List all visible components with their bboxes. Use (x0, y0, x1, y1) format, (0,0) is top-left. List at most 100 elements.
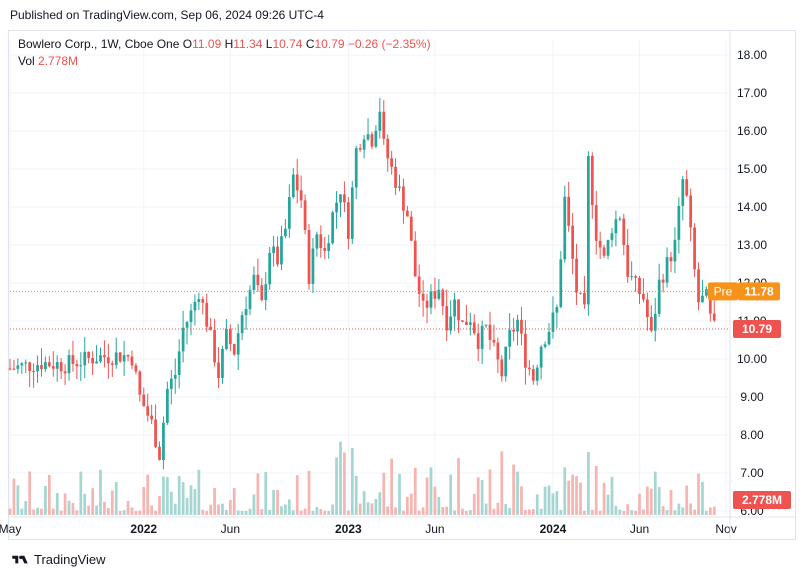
volume-bar (256, 473, 260, 515)
volume-bar (55, 493, 59, 515)
pre-price-label: 11.78 (744, 284, 774, 298)
y-tick-label: 13.00 (737, 238, 767, 252)
candle-body (634, 276, 637, 278)
volume-bar (166, 477, 169, 515)
volume-bar (248, 508, 252, 515)
volume-bar (614, 505, 618, 515)
symbol-title[interactable]: Bowlero Corp., 1W, Cboe One (18, 37, 180, 51)
volume-bar (394, 507, 397, 515)
volume-bar (594, 465, 598, 515)
candle-body (626, 245, 630, 277)
change-value: −0.26 (−2.35%) (347, 37, 431, 51)
candle-body (346, 202, 350, 239)
volume-bar (382, 472, 386, 515)
volume-bar (339, 441, 342, 515)
volume-bar (634, 510, 637, 515)
volume-bar (36, 507, 39, 515)
volume-bar (354, 475, 358, 515)
candle-body (146, 406, 150, 416)
candle-body (413, 240, 417, 277)
x-tick-label: May (0, 522, 21, 536)
volume-bar (575, 476, 578, 515)
candle-body (197, 299, 201, 302)
volume-bar (213, 488, 216, 515)
candle-body (701, 295, 704, 303)
candle-body (225, 328, 228, 349)
candle-body (343, 194, 346, 203)
volume-bar (705, 510, 708, 515)
volume-bar (677, 503, 681, 515)
volume-bar (386, 506, 390, 515)
volume-bar (272, 489, 275, 515)
volume-bar (602, 482, 606, 515)
candle-body (327, 243, 331, 251)
volume-bar (221, 503, 224, 515)
candle-body (425, 300, 429, 308)
volume-bar (225, 509, 228, 515)
volume-bar (543, 486, 547, 515)
candle-body (398, 186, 401, 188)
volume-bar (240, 510, 244, 515)
volume-bar (590, 509, 594, 515)
candle-body (646, 299, 649, 318)
candle-body (465, 321, 468, 325)
candle-body (594, 205, 598, 241)
candle-body (508, 329, 512, 347)
candle-body (449, 316, 453, 331)
volume-bar (665, 509, 669, 515)
volume-bar (598, 510, 602, 515)
candle-body (287, 197, 291, 229)
volume-bar (134, 510, 138, 515)
volume-bar (209, 504, 213, 515)
candle-body (28, 362, 32, 372)
candle-body (303, 200, 307, 231)
volume-bar (559, 509, 563, 515)
candle-body (653, 313, 657, 331)
candle-body (95, 361, 98, 364)
volume-bar (205, 510, 209, 515)
candle-body (445, 306, 449, 331)
candle-body (606, 239, 610, 256)
candle-body (8, 368, 12, 370)
volume-bar (185, 498, 189, 515)
volume-bar (681, 507, 685, 515)
candle-body (622, 218, 626, 246)
last-price-label: 10.79 (742, 322, 772, 336)
candle-body (390, 158, 394, 167)
volume-bar (343, 452, 346, 515)
candle-body (158, 446, 161, 460)
volume-bar (649, 488, 653, 515)
volume-bar (661, 506, 665, 515)
volume-bar (44, 485, 47, 515)
candle-body (154, 419, 157, 447)
candle-body (492, 339, 496, 343)
candle-body (685, 179, 689, 196)
volume-label: Vol (18, 54, 35, 68)
volume-bar (142, 486, 146, 515)
volume-bar (264, 471, 268, 515)
candle-body (213, 330, 216, 363)
candle-body (689, 195, 693, 228)
tradingview-logo-icon (12, 555, 28, 563)
candle-body (681, 179, 685, 206)
candle-body (55, 362, 59, 369)
volume-bar (99, 469, 102, 515)
volume-bar (453, 510, 456, 515)
candle-body (236, 333, 240, 355)
candle-body (185, 322, 189, 328)
candle-body (79, 365, 83, 367)
volume-bar (189, 485, 193, 515)
volume-bar (685, 485, 689, 515)
pre-tag-label: Pre (714, 284, 733, 298)
candle-body (110, 363, 114, 365)
volume-bar (445, 506, 449, 515)
chart-frame (8, 30, 796, 540)
candle-body (705, 289, 708, 296)
volume-bar (441, 507, 445, 515)
volume-bar (327, 510, 331, 515)
volume-bar (95, 505, 98, 515)
candle-body (579, 292, 582, 294)
volume-bar (398, 473, 401, 515)
x-tick-label: 2023 (335, 522, 362, 536)
